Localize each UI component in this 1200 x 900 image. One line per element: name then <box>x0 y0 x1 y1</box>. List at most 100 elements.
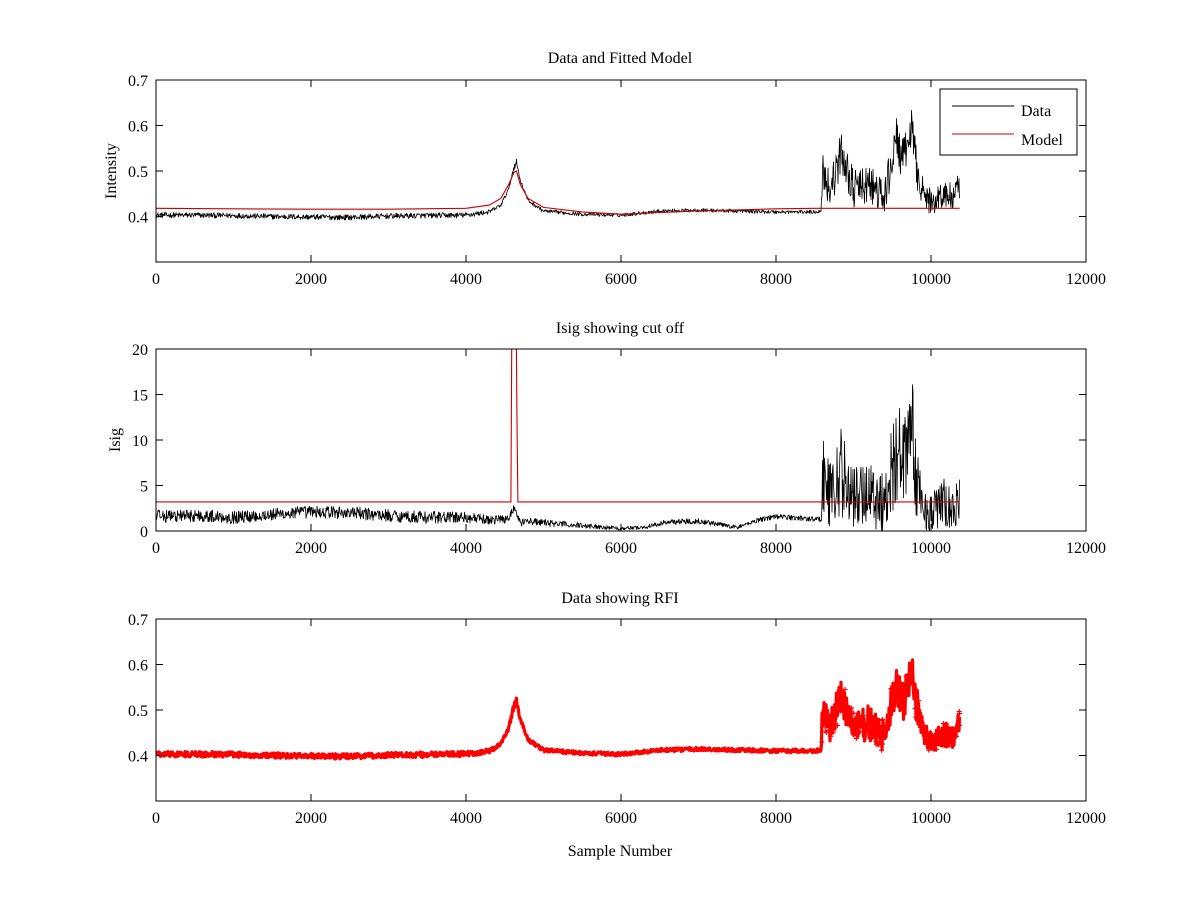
panel-data-showing-rfi: Data showing RFI Sample Number 0 2000 4000… <box>128 590 1106 860</box>
y-tick-label: 0.7 <box>128 612 148 629</box>
data-marker <box>842 712 848 718</box>
data-marker <box>834 722 840 728</box>
y-tick-label: 0.7 <box>128 73 148 90</box>
data-marker <box>879 741 885 747</box>
data-marker <box>941 721 947 727</box>
panel-3-plot-area: 0 2000 4000 6000 8000 10000 12000 0.4 0.5 0.6 0.7 <box>128 612 1106 827</box>
x-tick-label: 6000 <box>605 271 637 288</box>
data-marker <box>847 715 853 721</box>
series-model-line <box>156 170 960 215</box>
data-marker <box>891 689 897 695</box>
data-marker <box>895 674 901 680</box>
panel-3-xlabel: Sample Number <box>568 843 673 860</box>
data-marker <box>887 704 893 710</box>
data-marker <box>889 683 895 689</box>
data-marker <box>834 690 840 696</box>
y-tick-label: 0.6 <box>128 658 148 675</box>
data-marker <box>913 686 919 692</box>
data-marker <box>832 715 838 721</box>
data-marker <box>903 673 909 679</box>
panel-3-title: Data showing RFI <box>561 590 678 607</box>
x-tick-label: 12000 <box>1066 810 1106 827</box>
data-marker <box>916 722 922 728</box>
data-marker <box>842 697 848 703</box>
legend-entry-model: Model <box>1021 132 1063 149</box>
series-group <box>156 109 960 221</box>
data-marker <box>822 724 828 730</box>
data-marker <box>856 719 862 725</box>
y-tick-label: 0.4 <box>128 749 148 766</box>
data-marker <box>848 723 854 729</box>
y-tick-label: 15 <box>132 388 148 405</box>
data-marker <box>879 718 885 724</box>
series-trace-1-markers <box>819 673 963 753</box>
panel-1-plot-area: 0 2000 4000 6000 8000 10000 12000 0.4 0.5 0.6 0.7 <box>128 73 1106 288</box>
series-group <box>156 349 960 531</box>
panel-2-ylabel: Isig <box>107 428 124 452</box>
x-tick-label: 8000 <box>760 271 792 288</box>
data-marker <box>833 712 839 718</box>
x-tick-label: 12000 <box>1066 271 1106 288</box>
panel-2-title: Isig showing cut off <box>556 320 685 337</box>
data-marker <box>917 724 923 730</box>
data-marker <box>888 686 894 692</box>
data-marker <box>837 708 843 714</box>
series-data-trace <box>156 109 960 221</box>
data-marker <box>923 727 929 733</box>
data-marker <box>880 726 886 732</box>
panel-2-plot-area: 0 2000 4000 6000 8000 10000 12000 0 5 10 15 20 <box>132 342 1106 557</box>
data-marker <box>857 715 863 721</box>
data-marker <box>957 722 963 728</box>
data-marker <box>931 732 937 738</box>
data-marker <box>842 686 848 692</box>
data-marker <box>943 743 949 749</box>
data-marker <box>896 695 902 701</box>
data-marker <box>956 711 962 717</box>
data-marker <box>871 716 877 722</box>
data-marker <box>932 741 938 747</box>
y-tick-label: 0.6 <box>128 119 148 136</box>
x-tick-label: 8000 <box>760 540 792 557</box>
data-marker <box>912 693 918 699</box>
data-marker <box>857 729 863 735</box>
y-tick-label: 0.5 <box>128 703 148 720</box>
y-tick-label: 5 <box>140 479 148 496</box>
data-marker <box>953 727 959 733</box>
panel-isig-showing-cut-off: Isig showing cut off Isig 0 2000 4000 6000 8… <box>107 320 1106 557</box>
series-trace-1-trace <box>156 384 960 531</box>
x-tick-label: 2000 <box>295 271 327 288</box>
data-marker <box>853 735 859 741</box>
data-marker <box>946 727 952 733</box>
data-marker <box>834 700 840 706</box>
data-marker <box>873 738 879 744</box>
x-tick-label: 4000 <box>450 271 482 288</box>
x-tick-label: 0 <box>152 271 160 288</box>
x-tick-label: 10000 <box>911 810 951 827</box>
data-marker <box>886 717 892 723</box>
data-marker <box>874 718 880 724</box>
panel-1-legend: Data Model <box>939 88 1078 156</box>
data-marker <box>926 747 932 753</box>
data-marker <box>935 737 941 743</box>
data-marker <box>949 736 955 742</box>
y-tick-label: 0.4 <box>128 210 148 227</box>
data-marker <box>954 733 960 739</box>
data-marker <box>912 705 918 711</box>
x-tick-label: 10000 <box>911 540 951 557</box>
data-marker <box>862 726 868 732</box>
data-marker <box>913 714 919 720</box>
panel-1-ylabel: Intensity <box>103 143 120 199</box>
series-group <box>156 658 963 761</box>
x-tick-label: 2000 <box>295 810 327 827</box>
y-tick-label: 10 <box>132 433 148 450</box>
data-marker <box>934 746 940 752</box>
data-marker <box>852 715 858 721</box>
panel-1-title: Data and Fitted Model <box>548 50 693 67</box>
data-marker <box>923 733 929 739</box>
data-marker <box>893 686 899 692</box>
data-marker <box>819 739 825 745</box>
data-marker <box>875 742 881 748</box>
data-marker <box>940 736 946 742</box>
y-tick-label: 0.5 <box>128 164 148 181</box>
data-marker <box>928 737 934 743</box>
